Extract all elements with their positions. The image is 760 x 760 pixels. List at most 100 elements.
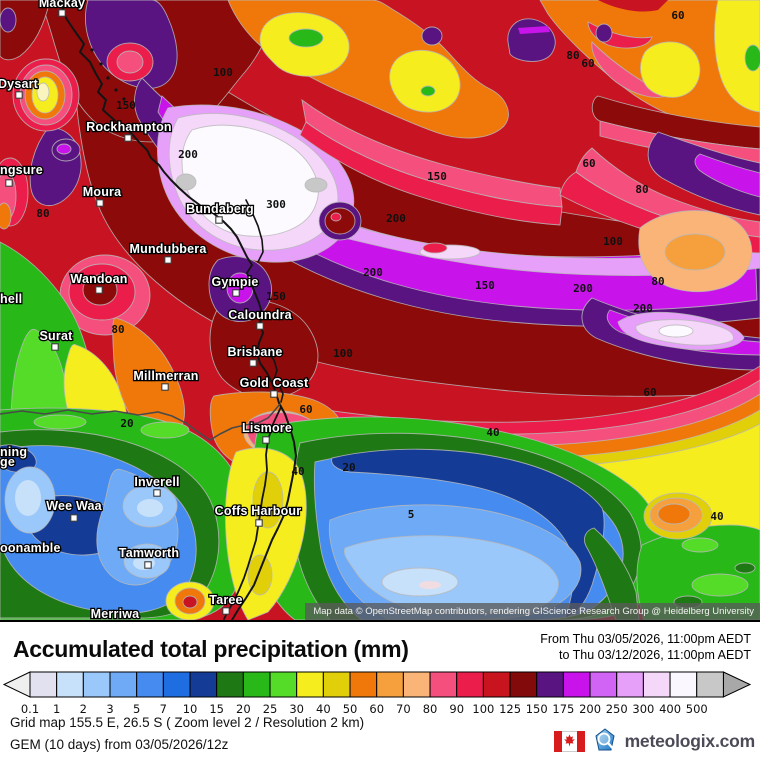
contour-label-40: 40 xyxy=(710,510,723,523)
city-marker xyxy=(215,216,223,224)
contour-label-150: 150 xyxy=(266,290,286,303)
map-canvas: 1001502008030015020020015015060806060808… xyxy=(0,0,760,620)
scale-tick-label: 175 xyxy=(552,702,574,716)
city-label: Wandoan xyxy=(70,272,127,286)
contour-label-200: 200 xyxy=(363,266,383,279)
scale-box xyxy=(616,671,644,698)
coastline xyxy=(61,5,297,620)
scale-tick-label: 400 xyxy=(659,702,681,716)
scale-box xyxy=(242,671,271,698)
scale-box xyxy=(669,671,698,698)
scale-box xyxy=(269,671,298,698)
city-labels: Mackay Dysart ngsure Rockhampton Moura Bundab… xyxy=(0,0,310,620)
scale-box xyxy=(82,671,111,698)
contour-label-150: 150 xyxy=(475,279,495,292)
city-label: Moura xyxy=(83,185,122,199)
scale-tick-label: 500 xyxy=(686,702,708,716)
scale-tick-label: 40 xyxy=(316,702,331,716)
scale-tick-label: 20 xyxy=(236,702,251,716)
scale-arrow-right-icon xyxy=(722,671,752,698)
city-marker xyxy=(232,289,240,297)
period-from: From Thu 03/05/2026, 11:00pm AEDT xyxy=(540,632,751,646)
scale-tick-label: 1 xyxy=(53,702,60,716)
scale-tick-label: 10 xyxy=(183,702,198,716)
city-label: oonamble xyxy=(0,541,61,555)
scale-tick-label: 0.1 xyxy=(21,702,39,716)
contour-label-40: 40 xyxy=(486,426,499,439)
city-label: Gold Coast xyxy=(240,376,309,390)
city-marker xyxy=(161,383,169,391)
scale-box xyxy=(162,671,191,698)
city-label: Surat xyxy=(40,329,74,343)
canada-flag-icon xyxy=(553,730,585,752)
model-info: GEM (10 days) from 03/05/2026/12z xyxy=(10,737,229,752)
scale-box xyxy=(482,671,511,698)
brand-name: meteologix.com xyxy=(624,730,756,751)
contour-label-80: 80 xyxy=(566,49,579,62)
scale-box xyxy=(402,671,431,698)
city-label: Dysart xyxy=(0,77,39,91)
city-label: Inverell xyxy=(134,475,179,489)
city-marker xyxy=(256,322,264,330)
city-marker xyxy=(144,561,152,569)
contour-label-300: 300 xyxy=(266,198,286,211)
city-label: Taree xyxy=(209,593,242,607)
scale-tick-label: 125 xyxy=(499,702,521,716)
scale-box xyxy=(509,671,538,698)
page-title: Accumulated total precipitation (mm) xyxy=(13,636,409,662)
scale-box xyxy=(56,671,84,698)
scale-tick-label: 5 xyxy=(133,702,140,716)
scale-box xyxy=(536,671,564,698)
city-label: hell xyxy=(0,292,22,306)
scale-box xyxy=(456,671,484,698)
city-marker xyxy=(249,359,257,367)
scale-tick-label: 200 xyxy=(579,702,601,716)
scale-tick-label: 70 xyxy=(396,702,411,716)
contour-label-60: 60 xyxy=(643,386,656,399)
color-scale: 0.1 1 2 3 5 7 10 15 20 25 30 40 50 60 70 80 90 100 125 150 1… xyxy=(2,671,752,716)
city-marker xyxy=(70,514,78,522)
city-marker xyxy=(164,256,172,264)
state-border xyxy=(0,403,281,441)
scale-tick-label: 100 xyxy=(472,702,494,716)
contour-label-80: 80 xyxy=(36,207,49,220)
city-label: Coffs Harbour xyxy=(215,504,302,518)
period-to: to Thu 03/12/2026, 11:00pm AEDT xyxy=(558,647,751,662)
meteologix-logo-icon xyxy=(595,728,615,751)
contour-label-60: 60 xyxy=(299,403,312,416)
city-label: Caloundra xyxy=(228,308,292,322)
contour-label-80: 80 xyxy=(635,183,648,196)
scale-tick-label: 250 xyxy=(606,702,628,716)
scale-box xyxy=(562,671,591,698)
contour-label-5: 5 xyxy=(408,508,415,521)
city-label: Gympie xyxy=(211,275,258,289)
city-label: Merriwa xyxy=(91,607,140,620)
city-marker xyxy=(58,9,66,17)
scale-box xyxy=(189,671,218,698)
contour-label-40: 40 xyxy=(291,465,304,478)
scale-box xyxy=(376,671,404,698)
city-marker xyxy=(255,519,263,527)
city-label: ge xyxy=(0,455,15,469)
scale-tick-label: 50 xyxy=(343,702,358,716)
city-label: Rockhampton xyxy=(86,120,172,134)
city-marker xyxy=(153,489,161,497)
scale-tick-label: 300 xyxy=(632,702,654,716)
brand: meteologix.com xyxy=(553,728,756,754)
scale-box xyxy=(589,671,618,698)
city-marker xyxy=(96,199,104,207)
scale-box xyxy=(136,671,164,698)
city-label: Millmerran xyxy=(133,369,198,383)
contour-label-20: 20 xyxy=(120,417,133,430)
contour-label-60: 60 xyxy=(582,157,595,170)
scale-tick-label: 90 xyxy=(449,702,464,716)
scale-tick-label: 3 xyxy=(106,702,113,716)
contour-label-100: 100 xyxy=(333,347,353,360)
contour-label-80: 80 xyxy=(111,323,124,336)
city-label: Mundubbera xyxy=(130,242,208,256)
scale-tick-label: 60 xyxy=(369,702,384,716)
precipitation-map: 100 150 200 80 300 150 200 200 150 150 60 80 60 60 80 8… xyxy=(0,0,760,620)
scale-tick-label: 15 xyxy=(209,702,224,716)
city-marker xyxy=(222,607,230,615)
